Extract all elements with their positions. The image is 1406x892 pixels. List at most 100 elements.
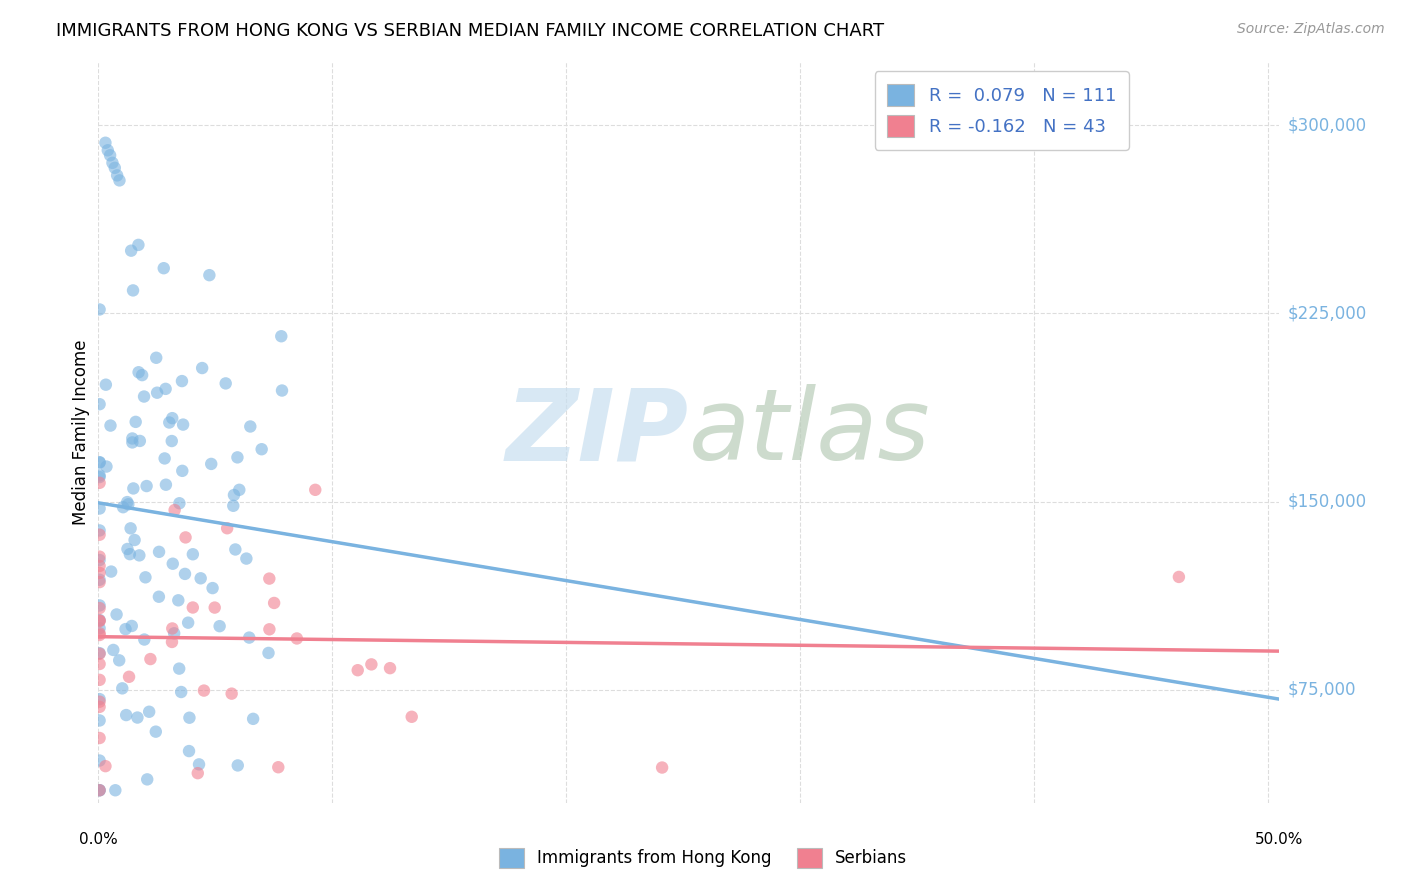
Point <box>103 643 125 657</box>
Point <box>122 482 145 496</box>
Point <box>111 681 134 696</box>
Point <box>89 601 111 615</box>
Legend: Immigrants from Hong Kong, Serbians: Immigrants from Hong Kong, Serbians <box>492 841 914 875</box>
Point <box>167 593 190 607</box>
Point <box>89 783 111 797</box>
Text: $225,000: $225,000 <box>1288 304 1367 322</box>
Point <box>174 566 197 581</box>
Point <box>217 521 239 535</box>
Point <box>118 670 141 684</box>
Point <box>117 541 139 556</box>
Point <box>201 581 224 595</box>
Point <box>238 631 260 645</box>
Point <box>267 760 290 774</box>
Point <box>259 622 281 636</box>
Point <box>89 699 111 714</box>
Point <box>104 161 127 175</box>
Point <box>128 549 150 563</box>
Point <box>222 499 245 513</box>
Point <box>136 772 159 787</box>
Point <box>89 628 111 642</box>
Point <box>145 351 167 365</box>
Point <box>200 457 222 471</box>
Point <box>89 470 111 484</box>
Point <box>191 361 214 376</box>
Point <box>89 524 111 538</box>
Point <box>179 711 201 725</box>
Point <box>181 600 204 615</box>
Point <box>120 244 142 258</box>
Point <box>360 657 382 672</box>
Point <box>163 503 186 517</box>
Point <box>263 596 285 610</box>
Text: ZIP: ZIP <box>506 384 689 481</box>
Point <box>270 329 292 343</box>
Point <box>108 173 131 187</box>
Point <box>170 685 193 699</box>
Point <box>101 156 124 170</box>
Point <box>124 415 146 429</box>
Point <box>89 558 111 573</box>
Point <box>257 646 280 660</box>
Text: 50.0%: 50.0% <box>1256 832 1303 847</box>
Point <box>122 284 145 298</box>
Point <box>169 496 191 510</box>
Point <box>153 451 176 466</box>
Point <box>250 442 273 457</box>
Point <box>172 464 194 478</box>
Point <box>105 607 128 622</box>
Point <box>104 783 127 797</box>
Point <box>94 136 117 150</box>
Point <box>224 542 246 557</box>
Point <box>94 759 117 773</box>
Point <box>89 657 111 671</box>
Point <box>89 731 111 745</box>
Point <box>193 683 215 698</box>
Point <box>120 521 142 535</box>
Point <box>121 435 143 450</box>
Point <box>94 377 117 392</box>
Point <box>148 545 170 559</box>
Text: $75,000: $75,000 <box>1288 681 1357 698</box>
Text: $300,000: $300,000 <box>1288 116 1367 134</box>
Point <box>89 714 111 728</box>
Point <box>89 783 111 797</box>
Point <box>117 497 139 511</box>
Point <box>115 495 138 509</box>
Point <box>188 757 211 772</box>
Point <box>651 760 673 774</box>
Point <box>118 547 141 561</box>
Point <box>89 302 111 317</box>
Point <box>89 575 111 590</box>
Point <box>89 614 111 628</box>
Point <box>401 710 423 724</box>
Point <box>89 614 111 628</box>
Text: 0.0%: 0.0% <box>79 832 118 847</box>
Point <box>89 501 111 516</box>
Point <box>146 385 169 400</box>
Point <box>124 533 146 547</box>
Point <box>112 500 135 515</box>
Point <box>378 661 401 675</box>
Point <box>174 530 197 544</box>
Point <box>259 572 281 586</box>
Point <box>89 468 111 483</box>
Point <box>208 619 231 633</box>
Point <box>198 268 221 282</box>
Text: atlas: atlas <box>689 384 931 481</box>
Point <box>157 416 180 430</box>
Point <box>139 652 162 666</box>
Point <box>128 434 150 448</box>
Point <box>89 647 111 661</box>
Legend: R =  0.079   N = 111, R = -0.162   N = 43: R = 0.079 N = 111, R = -0.162 N = 43 <box>875 71 1129 150</box>
Point <box>96 459 118 474</box>
Point <box>215 376 238 391</box>
Point <box>1167 570 1189 584</box>
Point <box>89 455 111 469</box>
Point <box>127 710 149 724</box>
Point <box>134 632 156 647</box>
Point <box>89 573 111 587</box>
Point <box>155 477 177 491</box>
Point <box>242 712 264 726</box>
Point <box>121 619 143 633</box>
